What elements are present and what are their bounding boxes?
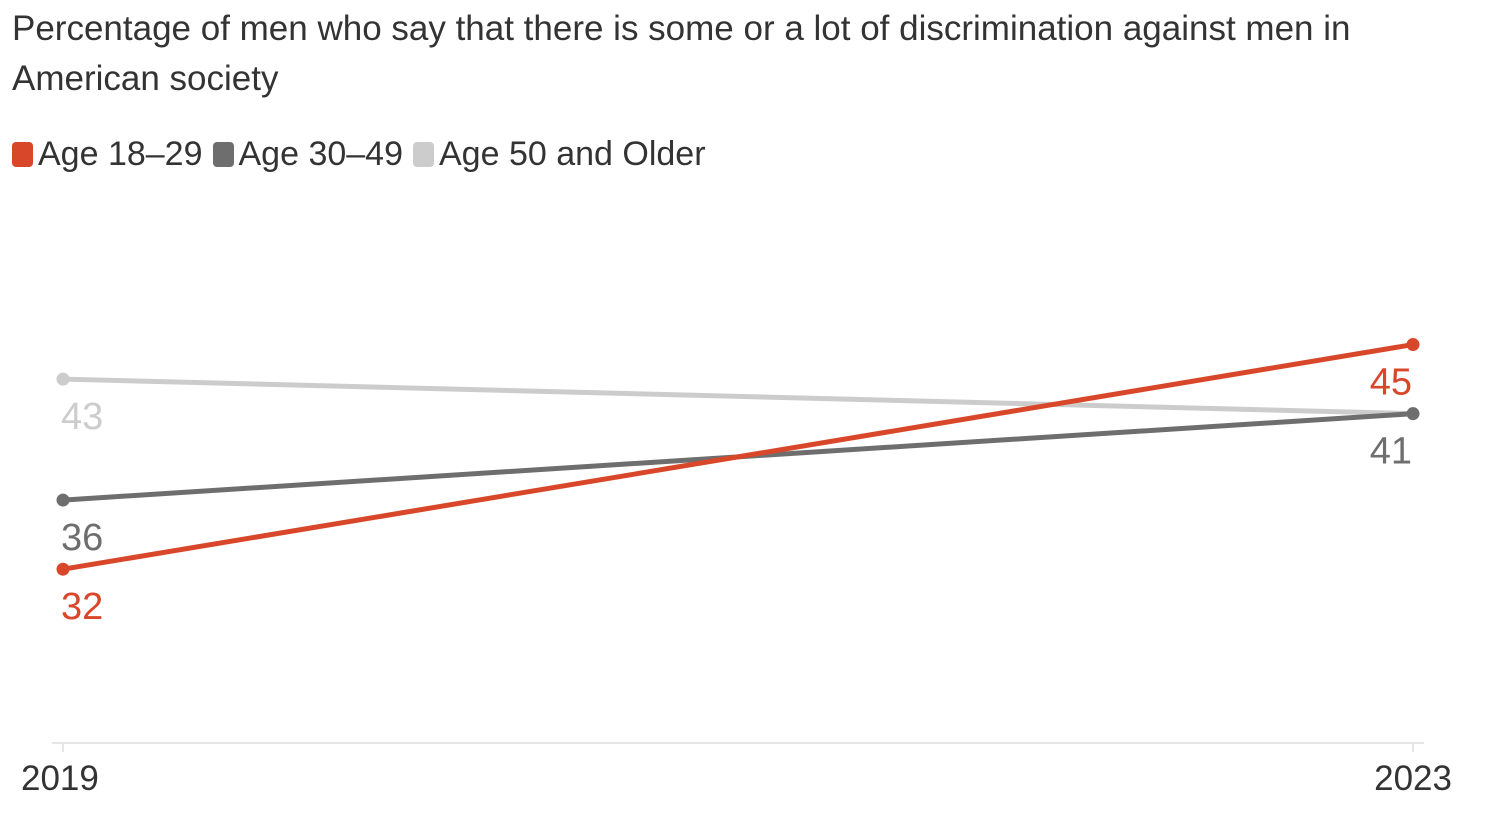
series-line-0 <box>60 342 1416 572</box>
data-label-0-1: 45 <box>1370 362 1412 404</box>
point-1-0 <box>56 493 70 507</box>
data-label-1-0: 36 <box>61 517 103 559</box>
x-tick-label-2019: 2019 <box>21 759 99 798</box>
legend-item-age-30-49: Age 30–49 <box>212 134 404 174</box>
point-2-0 <box>56 372 70 386</box>
data-label-0-0: 32 <box>61 586 103 628</box>
point-0-1 <box>1406 338 1420 352</box>
point-0-0 <box>56 562 70 576</box>
legend-item-age-50-older: Age 50 and Older <box>413 135 706 174</box>
point-1-1 <box>1406 407 1420 421</box>
legend-swatch-age-18-29 <box>12 141 33 167</box>
legend-swatch-age-30-49 <box>212 141 234 167</box>
legend-label-age-18-29: Age 18–29 <box>38 134 203 173</box>
x-tick-label-2023: 2023 <box>1374 759 1452 798</box>
legend-swatch-age-50-older <box>413 141 434 167</box>
legend-label-age-30-49: Age 30–49 <box>238 134 404 173</box>
chart-title: Percentage of men who say that there is … <box>12 9 1351 98</box>
data-label-1-1: 41 <box>1370 431 1412 473</box>
data-label-2-0: 43 <box>61 396 103 438</box>
legend-item-age-18-29: Age 18–29 <box>12 135 203 174</box>
series-line-2 <box>60 376 1416 417</box>
legend: Age 18–29 Age 30–49 Age 50 and Older <box>12 132 716 176</box>
legend-label-age-50-older: Age 50 and Older <box>439 134 706 173</box>
